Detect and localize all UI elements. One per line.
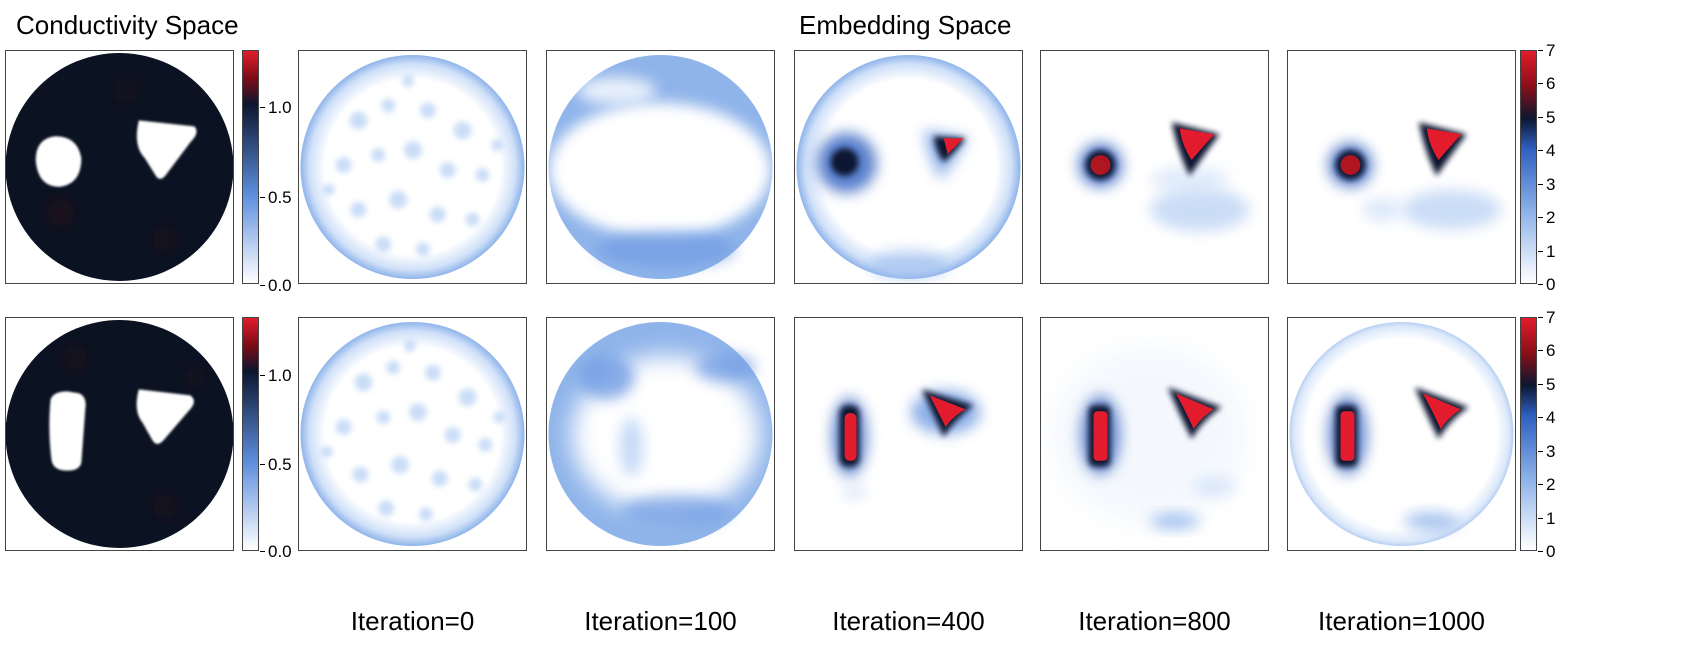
iteration-label-0: Iteration=0 <box>350 606 475 636</box>
cbar-tick: 2 <box>1537 475 1556 494</box>
conductivity-colorbar-row1 <box>242 50 259 284</box>
cbar-tick: 0.5 <box>260 188 292 207</box>
cbar-tick: 4 <box>1537 408 1556 427</box>
embedding-map-row2-iter0 <box>298 317 527 551</box>
cbar-tick: 1 <box>1537 242 1556 261</box>
cbar-tick: 1.0 <box>260 366 292 385</box>
cbar-tick: 1 <box>1537 509 1556 528</box>
conductivity-map-row1 <box>5 50 234 284</box>
cbar-tick: 2 <box>1537 208 1556 227</box>
conductivity-map-row2 <box>5 317 234 551</box>
iteration-label-800: Iteration=800 <box>1078 606 1231 636</box>
embedding-map-row2-iter1000 <box>1287 317 1516 551</box>
cbar-tick: 5 <box>1537 375 1556 394</box>
cbar-tick: 0.0 <box>260 276 292 295</box>
iteration-label-100: Iteration=100 <box>584 606 737 636</box>
embedding-space-title: Embedding Space <box>799 10 1012 40</box>
cbar-tick: 0 <box>1537 542 1556 561</box>
cbar-tick: 6 <box>1537 341 1556 360</box>
cbar-tick: 0.5 <box>260 455 292 474</box>
cbar-tick: 4 <box>1537 141 1556 160</box>
embedding-map-row1-iter400 <box>794 50 1023 284</box>
embedding-map-row2-iter800 <box>1040 317 1269 551</box>
embedding-colorbar-row1 <box>1520 50 1537 284</box>
cbar-tick: 0.0 <box>260 542 292 561</box>
conductivity-colorbar-row2 <box>242 317 259 551</box>
embedding-colorbar-row2 <box>1520 317 1537 551</box>
embedding-map-row1-iter1000 <box>1287 50 1516 284</box>
embedding-map-row2-iter400 <box>794 317 1023 551</box>
iteration-label-1000: Iteration=1000 <box>1318 606 1485 636</box>
cbar-tick: 3 <box>1537 442 1556 461</box>
iteration-label-400: Iteration=400 <box>832 606 985 636</box>
cbar-tick: 1.0 <box>260 98 292 117</box>
embedding-map-row1-iter100 <box>546 50 775 284</box>
embedding-map-row2-iter100 <box>546 317 775 551</box>
cbar-tick: 3 <box>1537 175 1556 194</box>
cbar-tick: 6 <box>1537 74 1556 93</box>
conductivity-space-title: Conductivity Space <box>16 10 239 40</box>
cbar-tick: 5 <box>1537 108 1556 127</box>
cbar-tick: 0 <box>1537 275 1556 294</box>
cbar-tick: 7 <box>1537 308 1556 327</box>
cbar-tick: 7 <box>1537 41 1556 60</box>
embedding-map-row1-iter800 <box>1040 50 1269 284</box>
embedding-map-row1-iter0 <box>298 50 527 284</box>
